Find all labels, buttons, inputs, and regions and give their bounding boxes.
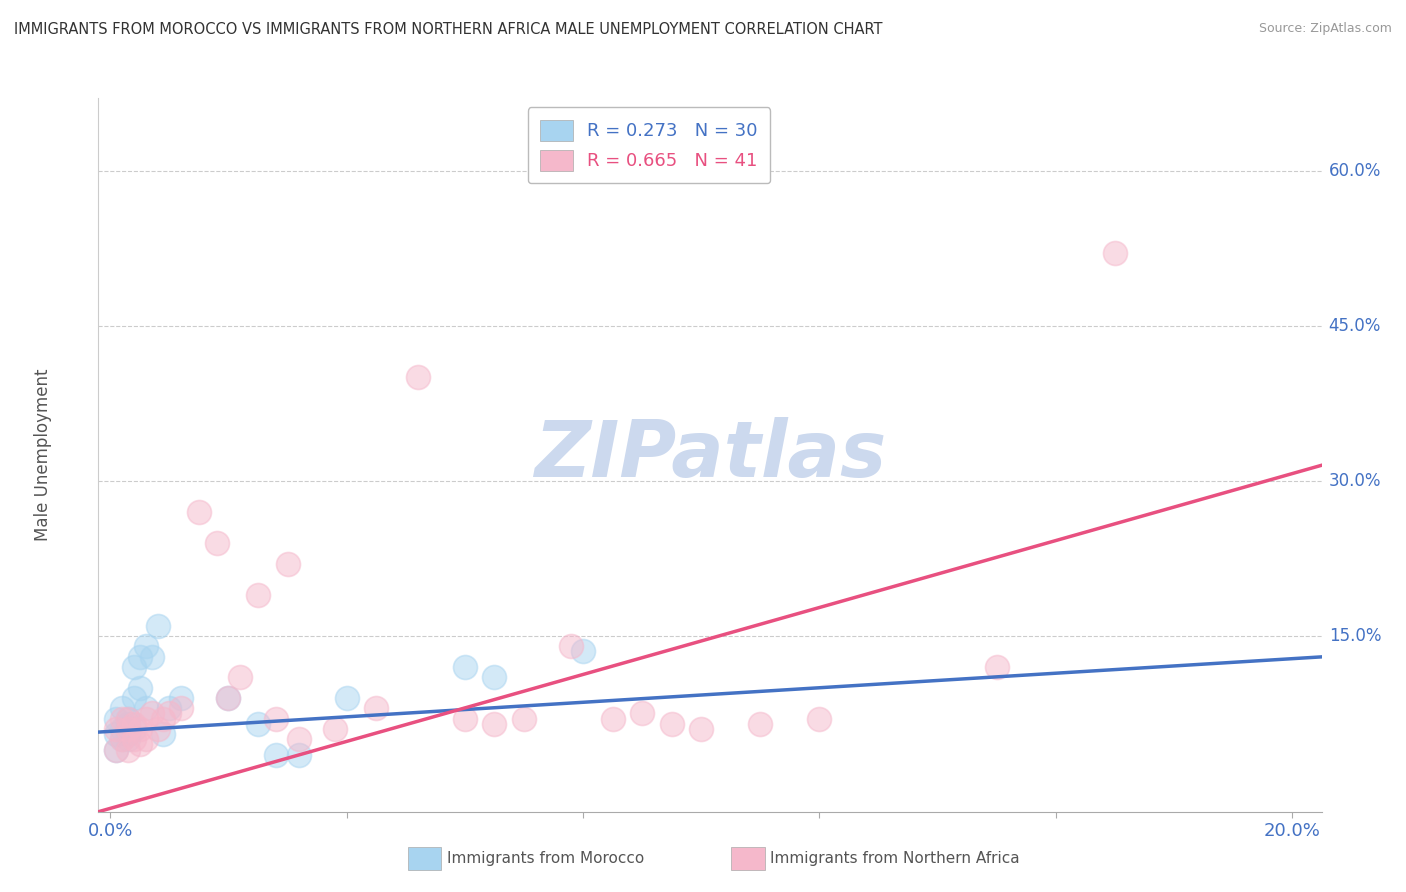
Point: [105, 722, 128, 736]
Point: [141, 706, 163, 721]
Point: [1104, 246, 1126, 260]
Point: [128, 738, 150, 752]
Legend: R = 0.273   N = 30, R = 0.665   N = 41: R = 0.273 N = 30, R = 0.665 N = 41: [527, 107, 770, 183]
Point: [105, 712, 128, 726]
Point: [128, 722, 150, 736]
Point: [135, 712, 157, 726]
Point: [117, 732, 139, 747]
Point: [661, 716, 683, 731]
Point: [117, 727, 139, 741]
Point: [122, 716, 145, 731]
Point: [128, 681, 150, 695]
Point: [513, 712, 536, 726]
Point: [122, 690, 145, 705]
Point: [122, 722, 145, 736]
Point: [146, 722, 169, 736]
Text: Male Unemployment: Male Unemployment: [34, 368, 52, 541]
Point: [152, 712, 174, 726]
Point: [122, 732, 145, 747]
Point: [336, 690, 359, 705]
Point: [986, 660, 1008, 674]
Point: [117, 712, 139, 726]
Text: 15.0%: 15.0%: [1329, 627, 1381, 645]
Point: [187, 505, 209, 519]
Point: [105, 727, 128, 741]
Point: [288, 732, 311, 747]
Text: Immigrants from Northern Africa: Immigrants from Northern Africa: [770, 851, 1021, 865]
Point: [117, 722, 139, 736]
Text: Source: ZipAtlas.com: Source: ZipAtlas.com: [1258, 22, 1392, 36]
Point: [135, 639, 157, 653]
Point: [366, 701, 388, 715]
Point: [105, 742, 128, 756]
Text: 45.0%: 45.0%: [1329, 317, 1381, 334]
Point: [602, 712, 624, 726]
Point: [117, 742, 139, 756]
Point: [111, 712, 134, 726]
Point: [122, 660, 145, 674]
Point: [217, 690, 239, 705]
Point: [157, 706, 180, 721]
Point: [454, 712, 477, 726]
Point: [157, 701, 180, 715]
Point: [690, 722, 713, 736]
Text: 30.0%: 30.0%: [1329, 472, 1381, 490]
Point: [128, 649, 150, 664]
Point: [484, 716, 506, 731]
Point: [323, 722, 346, 736]
Point: [808, 712, 831, 726]
Point: [135, 732, 157, 747]
Point: [117, 712, 139, 726]
Text: ZIPatlas: ZIPatlas: [534, 417, 886, 493]
Text: 60.0%: 60.0%: [1329, 161, 1381, 179]
Point: [146, 618, 169, 632]
Point: [454, 660, 477, 674]
Point: [111, 732, 134, 747]
Point: [141, 649, 163, 664]
Point: [229, 670, 252, 684]
Point: [406, 370, 429, 384]
Text: Immigrants from Morocco: Immigrants from Morocco: [447, 851, 644, 865]
Point: [105, 742, 128, 756]
Point: [170, 690, 193, 705]
Point: [264, 747, 287, 762]
Point: [484, 670, 506, 684]
Point: [170, 701, 193, 715]
Point: [276, 557, 298, 571]
Point: [264, 712, 287, 726]
Point: [560, 639, 582, 653]
Text: IMMIGRANTS FROM MOROCCO VS IMMIGRANTS FROM NORTHERN AFRICA MALE UNEMPLOYMENT COR: IMMIGRANTS FROM MOROCCO VS IMMIGRANTS FR…: [14, 22, 883, 37]
Point: [111, 722, 134, 736]
Point: [111, 701, 134, 715]
Point: [749, 716, 772, 731]
Point: [217, 690, 239, 705]
Point: [288, 747, 311, 762]
Point: [572, 644, 595, 658]
Point: [152, 727, 174, 741]
Point: [246, 588, 269, 602]
Point: [111, 732, 134, 747]
Point: [246, 716, 269, 731]
Point: [205, 536, 228, 550]
Point: [135, 701, 157, 715]
Point: [631, 706, 654, 721]
Point: [117, 716, 139, 731]
